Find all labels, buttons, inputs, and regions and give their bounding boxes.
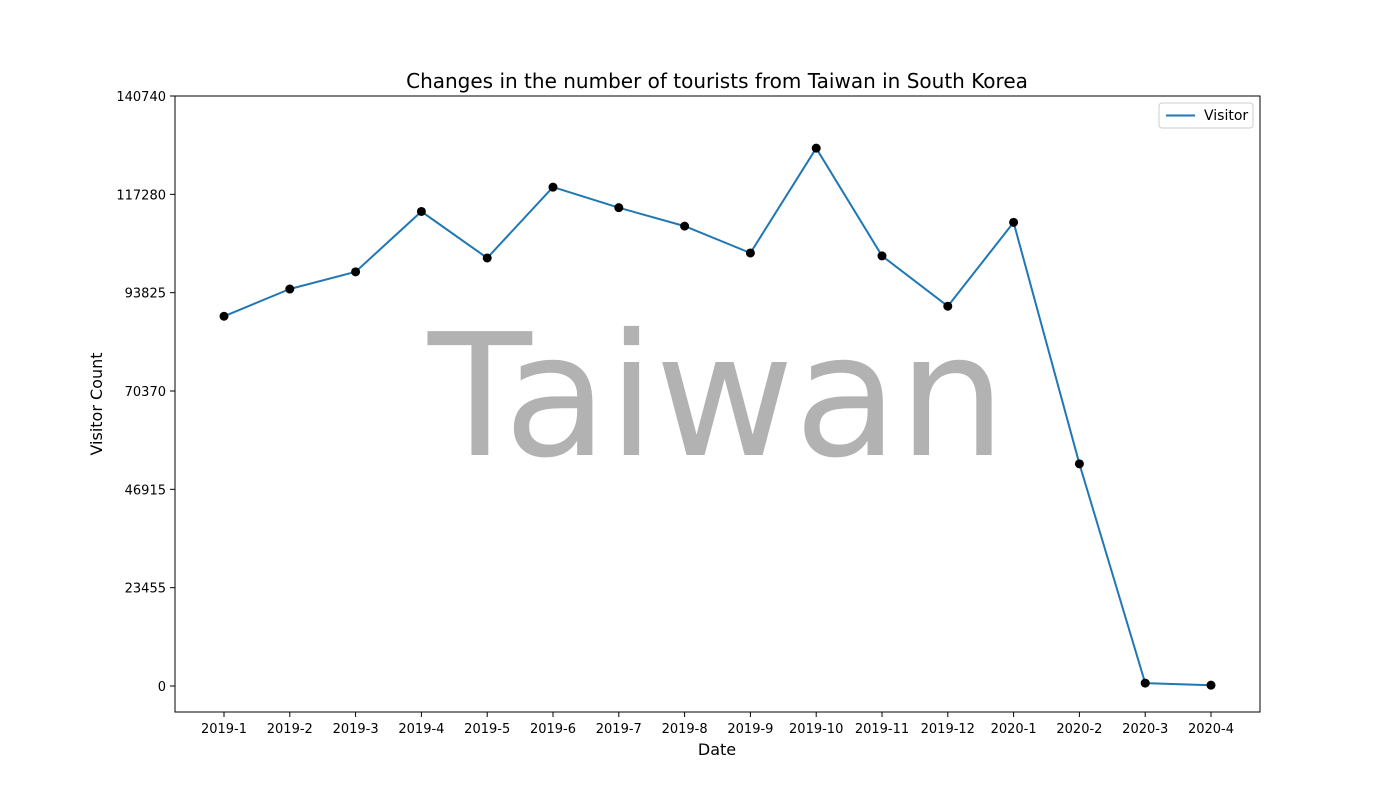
data-point (482, 253, 492, 263)
x-tick-label: 2019-7 (596, 722, 642, 737)
x-tick-label: 2019-10 (789, 722, 843, 737)
x-tick-label: 2019-12 (921, 722, 975, 737)
data-point (219, 311, 229, 321)
data-point (1074, 459, 1084, 469)
data-point (351, 267, 361, 277)
legend-entry-label: Visitor (1204, 108, 1248, 124)
chart-title: Changes in the number of tourists from T… (406, 69, 1028, 93)
x-tick-label: 2019-9 (727, 722, 773, 737)
x-tick-label: 2020-3 (1122, 722, 1168, 737)
y-tick-label: 46915 (125, 483, 166, 498)
x-tick-label: 2019-6 (530, 722, 576, 737)
y-axis-ticks: 0 23455 46915 70370 93825 117280 140740 (116, 90, 175, 695)
data-point (1009, 217, 1019, 227)
x-tick-label: 2020-2 (1056, 722, 1102, 737)
data-point (1206, 680, 1216, 690)
series-line (223, 147, 1212, 687)
x-tick-label: 2019-8 (662, 722, 708, 737)
x-tick-label: 2019-3 (333, 722, 379, 737)
data-point (943, 301, 953, 311)
data-point (285, 284, 295, 294)
data-point (614, 203, 624, 213)
y-tick-label: 140740 (116, 90, 166, 105)
data-point (877, 251, 887, 261)
y-tick-label: 117280 (116, 188, 166, 203)
x-tick-label: 2019-5 (464, 722, 510, 737)
x-tick-label: 2019-4 (398, 722, 444, 737)
y-axis-label: Visitor Count (87, 352, 106, 455)
x-tick-label: 2019-11 (855, 722, 909, 737)
x-axis-label: Date (698, 740, 736, 759)
data-point (680, 221, 690, 231)
legend-box (1158, 102, 1254, 129)
data-point (548, 182, 558, 192)
x-axis-ticks: 2019-1 2019-2 2019-3 2019-4 2019-5 2019-6 2019… (201, 712, 1234, 737)
data-point (1140, 678, 1150, 688)
data-point (745, 248, 755, 258)
x-tick-label: 2020-4 (1188, 722, 1234, 737)
y-tick-label: 70370 (125, 385, 166, 400)
data-point (416, 206, 426, 216)
y-tick-label: 0 (158, 680, 166, 695)
x-tick-label: 2019-2 (267, 722, 313, 737)
legend: Visitor (1158, 102, 1254, 129)
data-point (811, 143, 821, 153)
plot-area (174, 95, 1261, 713)
x-tick-label: 2020-1 (991, 722, 1037, 737)
y-tick-label: 93825 (125, 287, 166, 302)
y-tick-label: 23455 (125, 582, 166, 597)
x-tick-label: 2019-1 (201, 722, 247, 737)
plot-frame (174, 95, 1261, 713)
watermark-text: Taiwan (427, 298, 1006, 496)
